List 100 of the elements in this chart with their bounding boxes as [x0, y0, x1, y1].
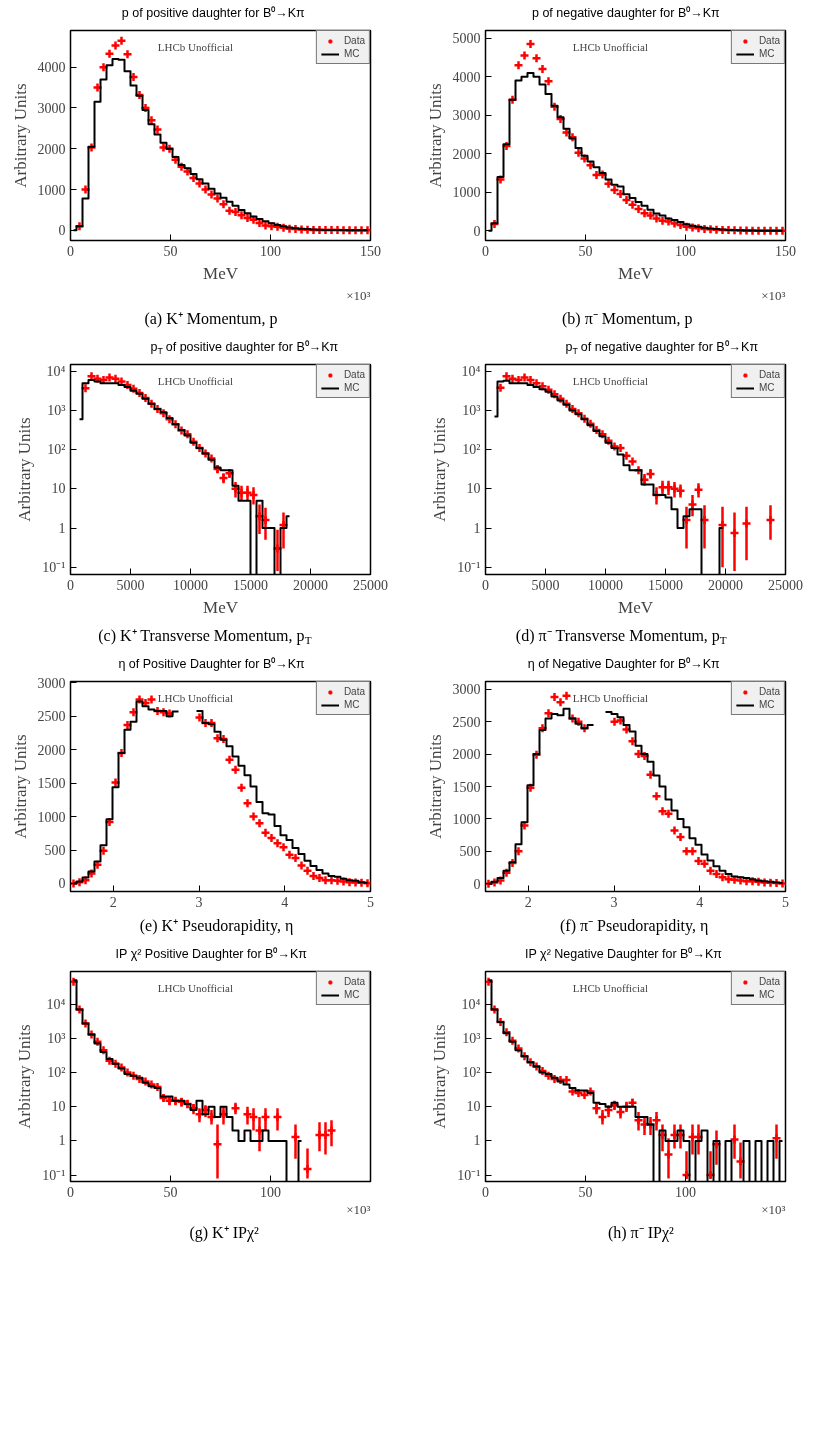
x-tick-label: 50: [578, 243, 593, 259]
y-tick-label: 10⁴: [461, 363, 481, 379]
y-tick-label: 2500: [37, 709, 66, 725]
y-tick-label: 10³: [462, 403, 481, 419]
chart-title: η of Negative Daughter for B⁰→Kπ: [527, 656, 721, 671]
text: (g) K⁺ IPχ²: [189, 1224, 259, 1242]
x-tick-label: 25000: [768, 577, 803, 593]
x-axis-title: MeV: [203, 597, 239, 617]
y-tick-label: 4000: [452, 69, 481, 85]
y-tick-label: 10³: [47, 403, 66, 419]
text: (a) K⁺ Momentum, p: [144, 310, 278, 328]
text: (b) π⁻ Momentum, p: [562, 310, 693, 328]
x-tick-label: 50: [163, 243, 178, 259]
y-axis-title: Arbitrary Units: [430, 1024, 450, 1129]
x-tick-label: 15000: [233, 577, 268, 593]
chart-title: IP χ² Positive Daughter for B⁰→Kπ: [115, 946, 308, 961]
legend-label: MC: [758, 989, 776, 1000]
chart-title: IP χ² Negative Daughter for B⁰→Kπ: [525, 946, 723, 961]
legend-label: MC: [758, 382, 776, 393]
x-tick-label: 150: [360, 243, 381, 259]
legend-label: MC: [343, 382, 361, 393]
y-axis-title: Arbitrary Units: [10, 734, 30, 839]
y-tick-label: 1000: [452, 185, 481, 201]
x-tick-label: 5000: [531, 577, 560, 593]
x-axis-title: MeV: [618, 597, 654, 617]
x-tick-label: 100: [675, 1184, 696, 1200]
y-tick-label: 10: [466, 481, 481, 497]
y-tick-label: 3000: [37, 675, 66, 691]
y-tick-label: 10³: [462, 1030, 481, 1046]
y-tick-label: 2000: [37, 141, 66, 157]
x-tick-label: 50: [578, 1184, 593, 1200]
y-tick-label: 10³: [47, 1030, 66, 1046]
y-tick-label: 10²: [47, 442, 66, 458]
x-tick-label: 100: [260, 243, 281, 259]
y-tick-label: 1000: [452, 811, 481, 827]
annotation: LHCb Unofficial: [572, 691, 648, 704]
x-tick-label: 5: [782, 894, 789, 910]
x-tick-label: 2: [109, 894, 117, 910]
x-tick-label: 15000: [648, 577, 683, 593]
text: (e) K⁺ Pseudorapidity, η: [139, 917, 294, 935]
y-tick-label: 1: [473, 520, 481, 536]
annotation: LHCb Unofficial: [572, 40, 648, 53]
legend-label: MC: [758, 699, 776, 710]
x-tick-label: 3: [195, 894, 203, 910]
y-tick-label: 3000: [452, 682, 481, 698]
y-tick-label: 2500: [452, 714, 481, 730]
annotation: LHCb Unofficial: [157, 374, 233, 387]
y-tick-label: 10⁻¹: [42, 1167, 66, 1183]
y-tick-label: 0: [58, 223, 66, 239]
legend-label: Data: [758, 686, 780, 697]
x-tick-label: 10000: [588, 577, 623, 593]
x-tick-label: 4: [281, 894, 289, 910]
annotation: LHCb Unofficial: [572, 374, 648, 387]
legend-label: Data: [758, 976, 780, 987]
text: ×10³: [761, 1201, 786, 1217]
y-tick-label: 3000: [452, 108, 481, 124]
x-tick-label: 5000: [116, 577, 145, 593]
y-tick-label: 10⁻¹: [457, 1167, 481, 1183]
y-tick-label: 3000: [37, 100, 66, 116]
y-tick-label: 10⁻¹: [42, 559, 66, 575]
y-tick-label: 2000: [37, 742, 66, 758]
y-axis-title: Arbitrary Units: [425, 83, 445, 188]
y-tick-label: 10: [51, 1099, 66, 1115]
y-tick-label: 0: [473, 223, 481, 239]
y-axis-title: Arbitrary Units: [15, 417, 35, 522]
annotation: LHCb Unofficial: [157, 40, 233, 53]
y-tick-label: 500: [459, 844, 481, 860]
x-tick-label: 3: [610, 894, 618, 910]
y-tick-label: 1: [58, 520, 66, 536]
text: ×10³: [346, 287, 371, 303]
legend-label: MC: [343, 699, 361, 710]
x-axis-title: MeV: [618, 263, 654, 283]
chart-title: η of Positive Daughter for B⁰→Kπ: [118, 656, 306, 671]
y-tick-label: 10: [466, 1099, 481, 1115]
legend-label: Data: [343, 686, 365, 697]
x-tick-label: 20000: [293, 577, 328, 593]
text: ×10³: [346, 1201, 371, 1217]
y-tick-label: 5000: [452, 31, 481, 47]
y-tick-label: 10²: [47, 1065, 66, 1081]
legend-label: Data: [343, 35, 365, 46]
y-tick-label: 1: [58, 1133, 66, 1149]
y-tick-label: 1500: [37, 776, 66, 792]
chart-title: p of negative daughter for B⁰→Kπ: [531, 5, 721, 20]
y-tick-label: 1500: [452, 779, 481, 795]
y-tick-label: 2000: [452, 146, 481, 162]
y-tick-label: 0: [58, 876, 66, 892]
y-tick-label: 1000: [37, 809, 66, 825]
legend-label: Data: [758, 369, 780, 380]
x-tick-label: 20000: [708, 577, 743, 593]
y-tick-label: 2000: [452, 747, 481, 763]
y-tick-label: 0: [473, 876, 481, 892]
y-tick-label: 10⁴: [46, 996, 66, 1012]
x-axis-title: MeV: [203, 263, 239, 283]
legend-label: MC: [758, 48, 776, 59]
y-tick-label: 1000: [37, 182, 66, 198]
text: (h) π⁻ IPχ²: [607, 1224, 674, 1242]
annotation: LHCb Unofficial: [572, 981, 648, 994]
text: (f) π⁻ Pseudorapidity, η: [560, 917, 709, 935]
x-tick-label: 150: [775, 243, 796, 259]
x-tick-label: 2: [524, 894, 532, 910]
